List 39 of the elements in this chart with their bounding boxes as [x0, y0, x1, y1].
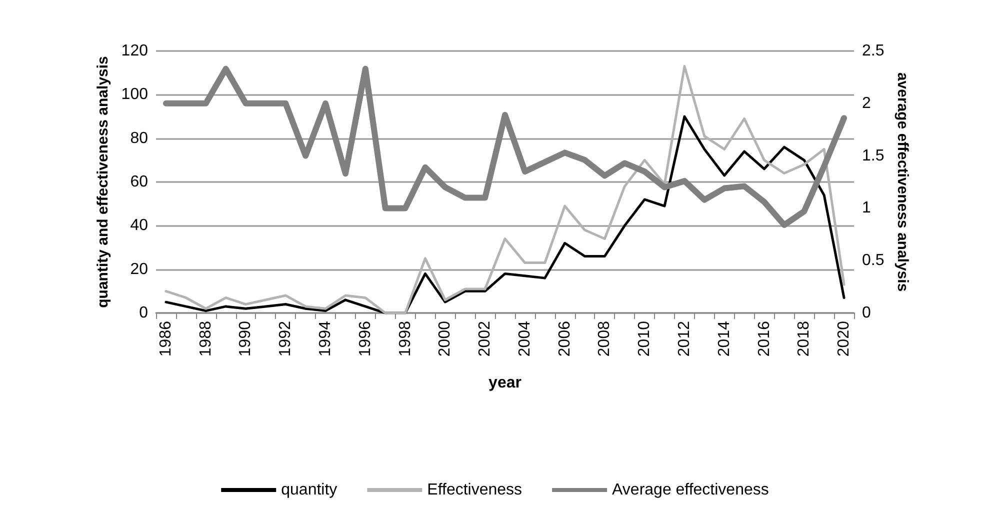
x-tick-label: 2000: [436, 320, 454, 357]
y2-tick-label: 2.5: [862, 42, 884, 60]
y-tick-label: 60: [130, 174, 148, 190]
x-tick-label: 1986: [157, 320, 174, 357]
x-tick-label: 2008: [596, 320, 614, 357]
y-axis-title: quantity and effectiveness analysis: [94, 56, 112, 308]
x-tick-label: 2018: [796, 320, 813, 357]
y-tick-label: 100: [121, 86, 148, 104]
x-tick-label: 2020: [836, 320, 853, 357]
x-tick-label: 1988: [197, 320, 214, 357]
x-tick-label: 2012: [676, 320, 693, 357]
y-tick-label: 40: [130, 217, 148, 234]
x-tick-label: 2010: [636, 320, 654, 357]
legend-label: Average effectiveness: [612, 482, 769, 498]
x-tick-label: 2016: [756, 320, 773, 357]
x-tick-label: 2004: [516, 320, 534, 357]
y2-tick-label: 0.5: [862, 252, 884, 270]
y-tick-label: 80: [130, 130, 148, 147]
x-tick-label: 2014: [716, 320, 733, 357]
y2-tick-label: 2: [862, 94, 871, 112]
legend-label: Effectiveness: [427, 482, 522, 498]
y-tick-label: 120: [121, 42, 148, 60]
y2-tick-label: 0: [862, 304, 871, 322]
y2-axis-title: average effectiveness analysis: [894, 72, 912, 292]
y2-tick-label: 1: [862, 200, 871, 217]
y2-tick-label: 1.5: [862, 147, 884, 164]
x-axis-title: year: [488, 374, 522, 392]
x-tick-label: 1994: [317, 320, 334, 357]
line-series: [164, 115, 846, 314]
x-tick-label: 1996: [356, 320, 374, 357]
line-series: [164, 65, 846, 314]
x-tick-label: 1998: [396, 320, 414, 357]
y-tick-label: 20: [130, 260, 148, 278]
legend-label: quantity: [281, 482, 338, 498]
x-tick-label: 1992: [277, 320, 294, 357]
x-tick-label: 2006: [556, 320, 574, 357]
y-tick-label: 0: [139, 304, 148, 322]
x-tick-label: 2002: [476, 320, 494, 357]
x-tick-label: 1990: [237, 320, 254, 357]
